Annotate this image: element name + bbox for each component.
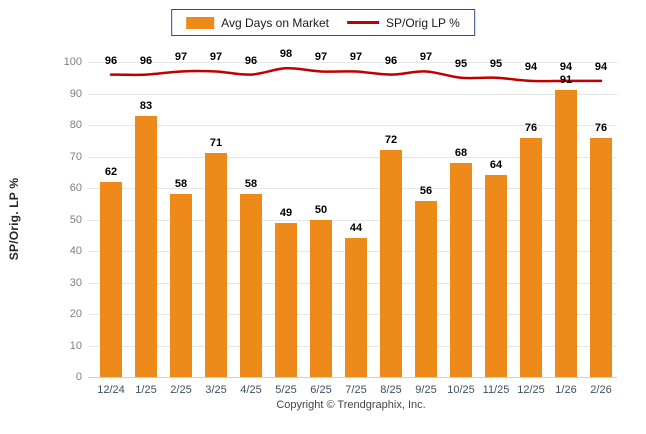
bar-swatch-icon — [186, 16, 215, 29]
bar-value-label-1/26: 91 — [559, 74, 573, 87]
x-tick-label-2/25: 2/25 — [170, 384, 192, 396]
bar-value-label-2/25: 58 — [174, 178, 188, 191]
line-swatch-icon — [347, 21, 380, 24]
line-value-label-2/25: 97 — [174, 51, 188, 64]
y-tick-label-80: 80 — [69, 119, 82, 131]
legend-item-sp-orig-lp: SP/Orig LP % — [347, 16, 460, 30]
x-tick-label-5/25: 5/25 — [275, 384, 297, 396]
gridline-90 — [88, 93, 617, 95]
y-tick-label-60: 60 — [69, 182, 82, 194]
x-tick-label-1/26: 1/26 — [555, 384, 577, 396]
bar-value-label-4/25: 58 — [244, 178, 258, 191]
line-value-label-1/25: 96 — [139, 54, 153, 67]
bar-2/25 — [170, 194, 192, 377]
line-value-label-8/25: 96 — [384, 54, 398, 67]
y-tick-label-100: 100 — [63, 56, 82, 68]
bar-value-label-9/25: 56 — [419, 184, 433, 197]
bar-value-label-10/25: 68 — [454, 146, 468, 159]
y-tick-label-40: 40 — [69, 245, 82, 257]
line-value-label-6/25: 97 — [314, 51, 328, 64]
y-tick-label-50: 50 — [69, 213, 82, 226]
line-value-label-5/25: 98 — [279, 48, 293, 61]
legend: Avg Days on Market SP/Orig LP % — [171, 9, 475, 36]
y-tick-label-90: 90 — [69, 87, 82, 100]
bar-2/26 — [590, 137, 612, 377]
bar-value-label-2/26: 76 — [594, 121, 608, 134]
bar-3/25 — [205, 153, 227, 377]
x-tick-label-11/25: 11/25 — [482, 384, 510, 396]
bar-6/25 — [310, 219, 332, 377]
x-tick-label-1/25: 1/25 — [135, 384, 157, 396]
line-value-label-12/25: 94 — [524, 60, 538, 73]
y-tick-label-20: 20 — [69, 308, 82, 320]
bar-8/25 — [380, 150, 402, 377]
x-tick-label-6/25: 6/25 — [310, 384, 332, 396]
x-tick-label-8/25: 8/25 — [380, 384, 402, 396]
bar-value-label-6/25: 50 — [314, 203, 328, 216]
line-value-label-12/24: 96 — [104, 54, 118, 67]
line-value-label-9/25: 97 — [419, 51, 433, 64]
bar-value-label-12/24: 62 — [104, 165, 118, 178]
x-tick-label-3/25: 3/25 — [205, 384, 227, 396]
line-value-label-11/25: 95 — [489, 57, 503, 70]
x-tick-label-2/26: 2/26 — [590, 384, 612, 396]
y-tick-label-0: 0 — [75, 371, 82, 383]
bar-12/25 — [520, 137, 542, 377]
x-tick-label-7/25: 7/25 — [345, 384, 367, 396]
bar-value-label-11/25: 64 — [489, 159, 503, 172]
bar-10/25 — [450, 162, 472, 377]
x-tick-label-10/25: 10/25 — [447, 384, 475, 396]
legend-item-avg-days-on-market: Avg Days on Market — [186, 16, 329, 30]
gridline-50 — [88, 219, 617, 221]
bar-9/25 — [415, 200, 437, 377]
x-tick-label-12/24: 12/24 — [97, 384, 125, 396]
line-value-label-1/26: 94 — [559, 60, 573, 73]
bar-value-label-1/25: 83 — [139, 99, 153, 112]
gridline-60 — [88, 188, 617, 189]
y-tick-label-10: 10 — [69, 339, 82, 352]
line-value-label-10/25: 95 — [454, 57, 468, 70]
gridline-80 — [88, 125, 617, 126]
gridline-100 — [88, 62, 617, 63]
bar-11/25 — [485, 175, 507, 377]
copyright-text: Copyright © Trendgraphix, Inc. — [276, 399, 426, 411]
bar-7/25 — [345, 238, 367, 377]
legend-label-avg-days-on-market: Avg Days on Market — [221, 15, 330, 30]
y-tick-label-30: 30 — [69, 276, 82, 289]
legend-label-sp-orig-lp: SP/Orig LP % — [386, 15, 460, 30]
bar-4/25 — [240, 194, 262, 377]
x-tick-label-4/25: 4/25 — [240, 384, 262, 396]
x-tick-label-12/25: 12/25 — [517, 384, 545, 396]
line-value-label-7/25: 97 — [349, 51, 363, 64]
bar-value-label-5/25: 49 — [279, 206, 293, 219]
line-value-label-3/25: 97 — [209, 51, 223, 64]
line-value-label-2/26: 94 — [594, 60, 608, 73]
y-tick-label-70: 70 — [69, 150, 82, 163]
x-tick-label-9/25: 9/25 — [415, 384, 437, 396]
gridline-70 — [88, 156, 617, 158]
bar-value-label-3/25: 71 — [209, 137, 223, 150]
bar-1/26 — [555, 90, 577, 377]
bar-value-label-7/25: 44 — [349, 222, 363, 235]
bar-value-label-12/25: 76 — [524, 121, 538, 134]
line-value-label-4/25: 96 — [244, 54, 258, 67]
bar-12/24 — [100, 181, 122, 377]
bar-value-label-8/25: 72 — [384, 134, 398, 147]
bar-1/25 — [135, 115, 157, 377]
gridline-0 — [88, 377, 617, 378]
bar-5/25 — [275, 222, 297, 377]
